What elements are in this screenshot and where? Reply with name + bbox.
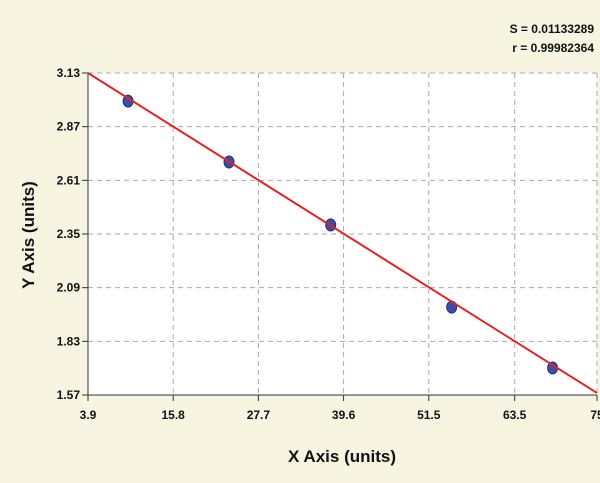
y-tick-label: 1.83 xyxy=(57,334,81,348)
x-tick-label: 75 xyxy=(590,408,600,422)
y-tick-label: 2.61 xyxy=(57,173,81,187)
x-tick-label: 51.5 xyxy=(417,408,441,422)
x-axis-title: X Axis (units) xyxy=(288,447,396,466)
y-tick-label: 2.35 xyxy=(57,227,81,241)
fit-line xyxy=(87,72,598,394)
x-tick-label: 27.7 xyxy=(247,408,271,422)
annotation: r = 0.99982364 xyxy=(512,41,594,55)
x-tick-label: 3.9 xyxy=(80,408,97,422)
y-tick-label: 3.13 xyxy=(57,66,81,80)
y-tick-label: 2.09 xyxy=(57,281,81,295)
y-axis-title: Y Axis (units) xyxy=(19,181,38,289)
x-tick-label: 15.8 xyxy=(162,408,186,422)
annotation: S = 0.01133289 xyxy=(510,22,595,36)
y-tick-label: 2.87 xyxy=(57,120,81,134)
x-tick-label: 39.6 xyxy=(332,408,356,422)
y-tick-label: 1.57 xyxy=(57,388,81,402)
x-tick-label: 63.5 xyxy=(503,408,527,422)
